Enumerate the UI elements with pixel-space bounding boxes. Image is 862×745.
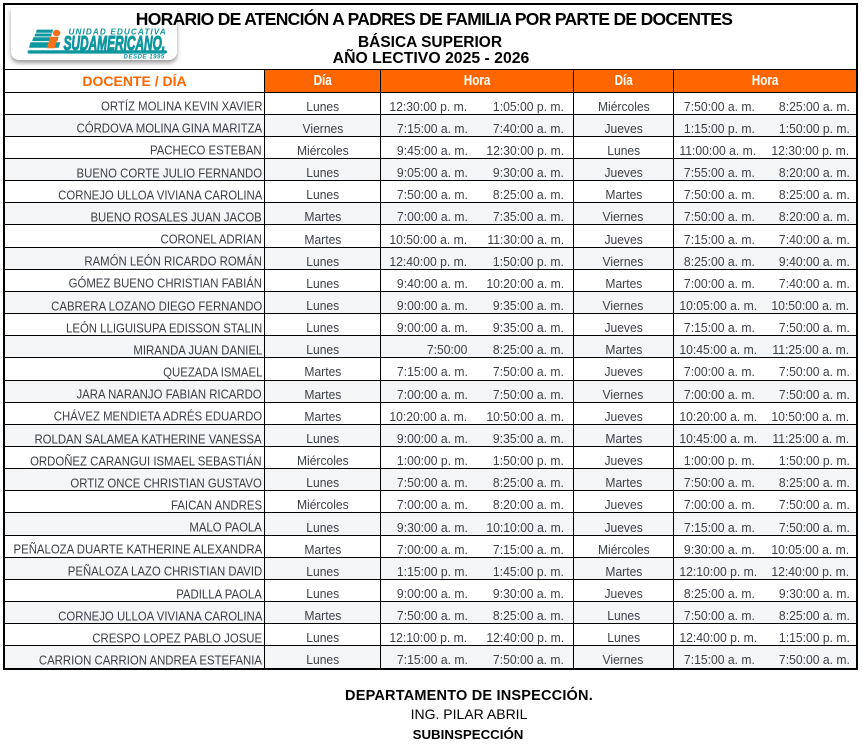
svg-text:DESDE 1995: DESDE 1995 [124,53,165,60]
svg-text:UNIDAD EDUCATIVA: UNIDAD EDUCATIVA [69,28,167,37]
svg-text:SUDAMERICANO.: SUDAMERICANO. [64,32,166,55]
